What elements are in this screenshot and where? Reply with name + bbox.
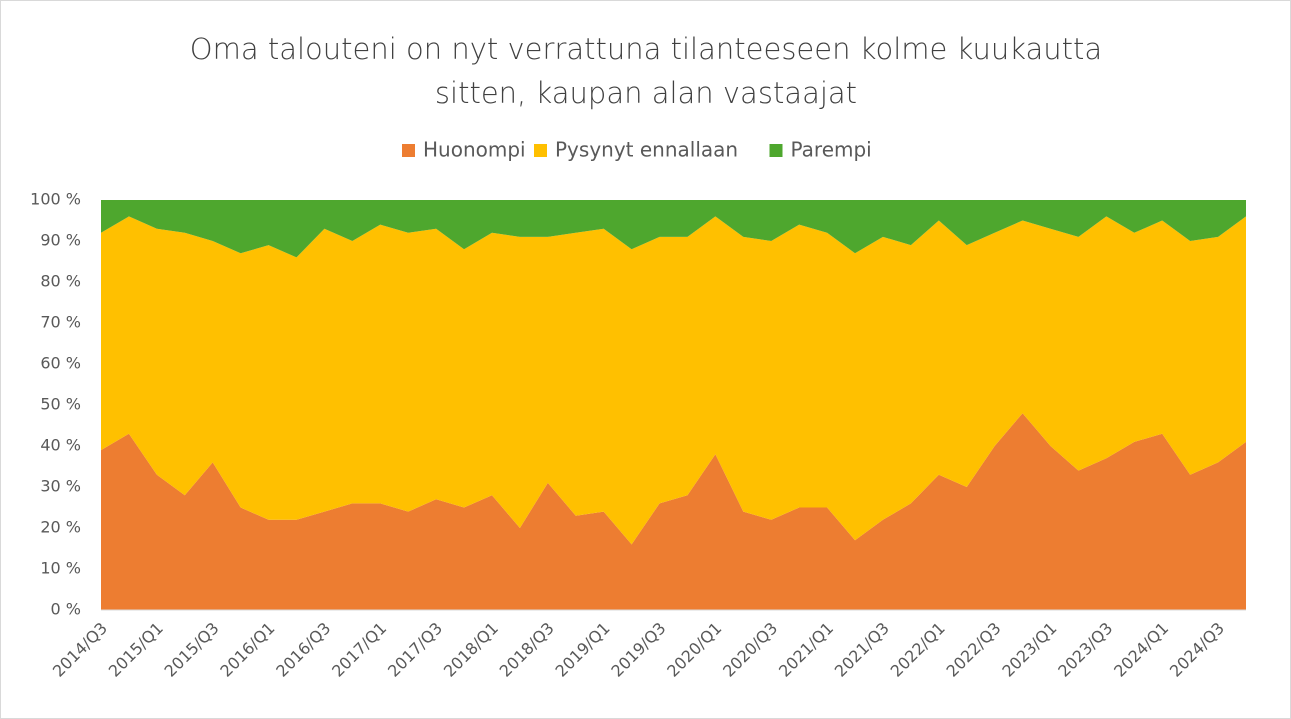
x-tick-label: 2022/Q3: [943, 619, 1005, 681]
x-tick-label: 2022/Q1: [887, 619, 949, 681]
x-tick-label: 2018/Q1: [440, 619, 502, 681]
y-tick-label: 0 %: [51, 600, 81, 619]
chart-title: Oma talouteni on nyt verrattuna tilantee…: [189, 32, 1103, 110]
legend-swatch: [402, 144, 415, 157]
x-tick-label: 2020/Q1: [663, 619, 725, 681]
area: [101, 216, 1246, 545]
y-tick-label: 70 %: [40, 313, 81, 332]
legend-label: Pysynyt ennallaan: [555, 138, 738, 162]
y-tick-label: 80 %: [40, 272, 81, 291]
legend-swatch: [534, 144, 547, 157]
y-tick-label: 50 %: [40, 395, 81, 414]
x-tick-label: 2023/Q1: [998, 619, 1060, 681]
x-tick-label: 2016/Q3: [272, 619, 334, 681]
y-tick-label: 40 %: [40, 436, 81, 455]
x-tick-label: 2014/Q3: [49, 619, 111, 681]
y-tick-label: 10 %: [40, 559, 81, 578]
y-tick-label: 20 %: [40, 518, 81, 537]
x-tick-label: 2021/Q3: [831, 619, 893, 681]
x-tick-label: 2024/Q3: [1166, 619, 1228, 681]
y-tick-label: 100 %: [30, 190, 81, 209]
x-tick-label: 2021/Q1: [775, 619, 837, 681]
x-tick-label: 2015/Q3: [161, 619, 223, 681]
x-tick-label: 2024/Q1: [1110, 619, 1172, 681]
area: [101, 200, 1246, 258]
x-tick-label: 2018/Q3: [496, 619, 558, 681]
x-tick-label: 2019/Q3: [607, 619, 669, 681]
y-tick-label: 30 %: [40, 477, 81, 496]
y-tick-label: 60 %: [40, 354, 81, 373]
legend-swatch: [769, 144, 783, 157]
x-tick-label: 2020/Q3: [719, 619, 781, 681]
y-tick-label: 90 %: [40, 231, 81, 250]
x-tick-label: 2016/Q1: [216, 619, 278, 681]
x-tick-label: 2015/Q1: [105, 619, 167, 681]
legend-label: Parempi: [791, 138, 872, 162]
area: [101, 413, 1246, 610]
x-tick-label: 2023/Q3: [1054, 619, 1116, 681]
x-tick-label: 2017/Q3: [384, 619, 446, 681]
legend-label: Huonompi: [423, 138, 526, 162]
x-tick-label: 2017/Q1: [328, 619, 390, 681]
x-tick-label: 2019/Q1: [552, 619, 614, 681]
